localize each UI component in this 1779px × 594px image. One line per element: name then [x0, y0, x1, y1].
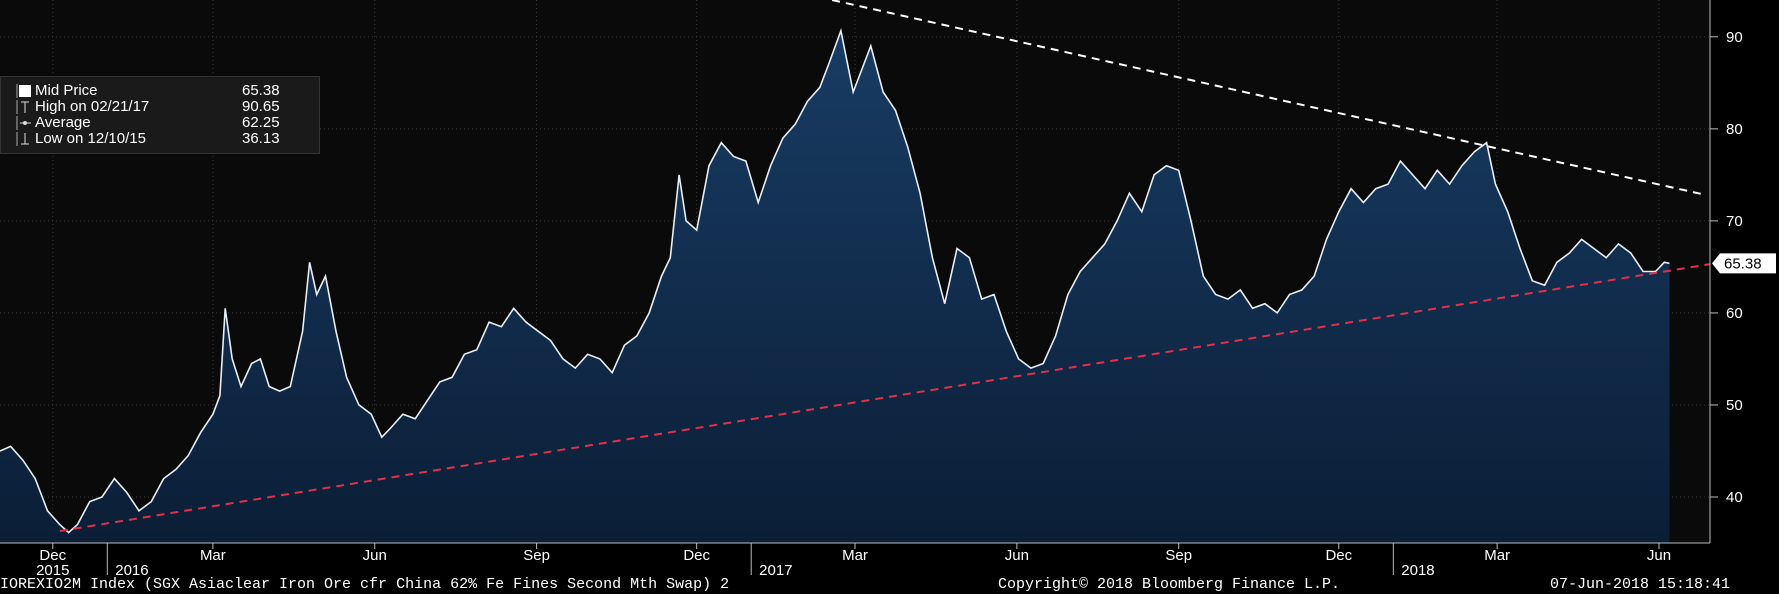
footer-copyright: Copyright© 2018 Bloomberg Finance L.P. — [998, 576, 1341, 593]
x-tick-label: Dec — [683, 547, 710, 564]
x-tick-label: Jun — [1647, 547, 1671, 564]
last-price-badge — [1712, 253, 1776, 274]
y-tick-label: 60 — [1726, 305, 1743, 322]
last-price-value: 65.38 — [1724, 255, 1762, 272]
y-tick-label: 40 — [1726, 489, 1743, 506]
price-area-fill — [0, 30, 1670, 544]
x-axis: Dec Mar Jun Sep Dec Mar Jun Sep Dec Mar Jun 2015 201… — [0, 542, 1710, 579]
legend-item-mid-price: Mid Price 65.38 — [1, 83, 319, 99]
resistance-trendline — [831, 0, 1707, 197]
legend-item-average: Average 62.25 — [1, 115, 319, 131]
x-tick-label: Jun — [1005, 547, 1029, 564]
trendlines — [59, 0, 1711, 533]
x-tick-label: Sep — [1165, 547, 1192, 564]
last-price-label: 65.38 — [1712, 253, 1776, 274]
footer-index-description: IOREXIO2M Index (SGX Asiaclear Iron Ore … — [0, 576, 730, 593]
legend-label: Mid Price — [35, 82, 98, 99]
x-tick-label: Mar — [842, 547, 868, 564]
legend-value: 65.38 — [242, 82, 280, 99]
support-trendline — [59, 263, 1711, 533]
x-year-label: 2017 — [759, 562, 792, 579]
legend-label: High on 02/21/17 — [35, 98, 150, 115]
average-marker-icon — [15, 116, 31, 130]
x-year-label: 2015 — [36, 562, 69, 579]
price-line — [0, 27, 1670, 534]
x-tick-label: Dec — [1325, 547, 1352, 564]
x-tick-label: Mar — [200, 547, 226, 564]
legend-label: Low on 12/10/15 — [35, 130, 146, 147]
chart-legend: Mid Price 65.38 High on 02/21/17 90.65 A… — [0, 76, 320, 154]
legend-item-high: High on 02/21/17 90.65 — [1, 99, 319, 115]
legend-value: 36.13 — [242, 130, 280, 147]
y-tick-label: 80 — [1726, 121, 1743, 138]
legend-label: Average — [35, 114, 91, 131]
x-tick-label: Sep — [523, 547, 550, 564]
y-tick-label: 70 — [1726, 213, 1743, 230]
x-tick-label: Mar — [1484, 547, 1510, 564]
x-year-label: 2018 — [1401, 562, 1434, 579]
footer-timestamp: 07-Jun-2018 15:18:41 — [1550, 576, 1731, 593]
x-tick-label: Jun — [363, 547, 387, 564]
y-tick-label: 90 — [1726, 29, 1743, 46]
low-marker-icon — [15, 132, 31, 146]
x-year-label: 2016 — [115, 562, 148, 579]
y-axis: 40 50 60 70 80 90 — [1709, 0, 1743, 543]
legend-item-low: Low on 12/10/15 36.13 — [1, 131, 319, 147]
y-tick-label: 50 — [1726, 397, 1743, 414]
filled-square-icon — [15, 84, 31, 98]
high-marker-icon — [15, 100, 31, 114]
legend-value: 62.25 — [242, 114, 280, 131]
x-tick-label: Dec — [39, 547, 66, 564]
legend-value: 90.65 — [242, 98, 280, 115]
